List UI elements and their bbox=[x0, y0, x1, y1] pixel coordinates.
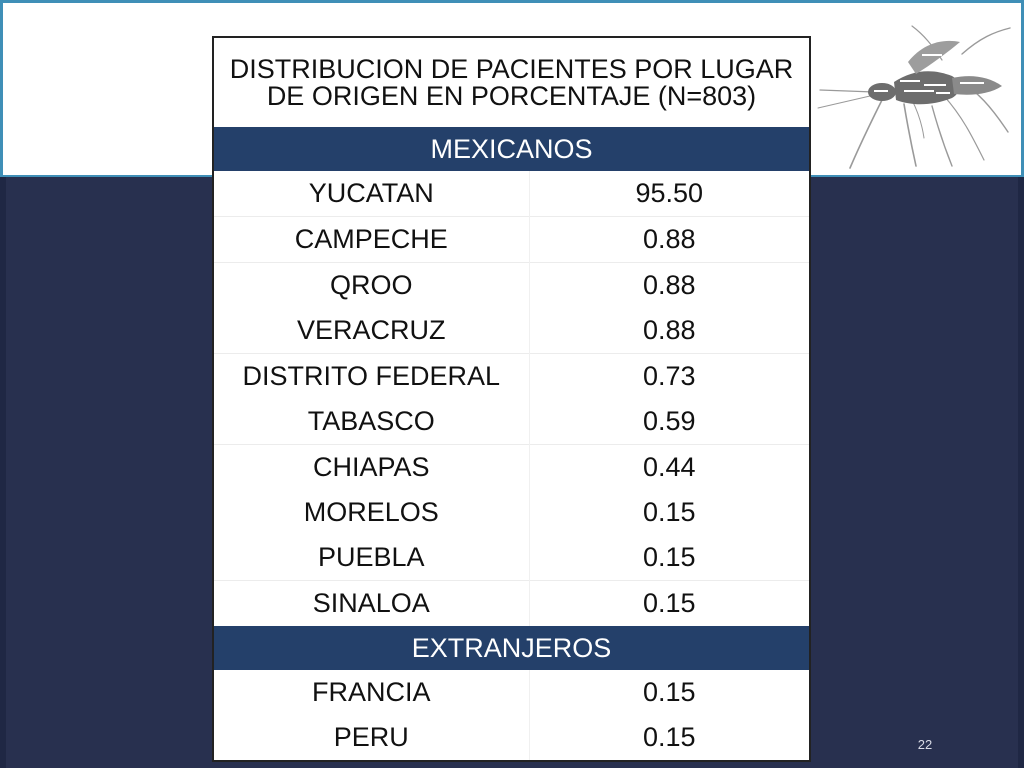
state-cell: PERU bbox=[213, 715, 530, 761]
state-cell: CAMPECHE bbox=[213, 216, 530, 263]
state-cell: VERACRUZ bbox=[213, 308, 530, 354]
table-row: FRANCIA 0.15 bbox=[213, 670, 810, 715]
percentage-cell: 0.88 bbox=[529, 216, 810, 263]
state-cell: CHIAPAS bbox=[213, 444, 530, 490]
percentage-cell: 0.73 bbox=[529, 353, 810, 399]
section-header: EXTRANJEROS bbox=[213, 626, 810, 670]
table-row: SINALOA 0.15 bbox=[213, 580, 810, 626]
table-row: DISTRITO FEDERAL 0.73 bbox=[213, 353, 810, 399]
percentage-cell: 0.88 bbox=[529, 262, 810, 308]
percentage-cell: 0.44 bbox=[529, 444, 810, 490]
section-header-row: EXTRANJEROS bbox=[213, 626, 810, 670]
state-cell: MORELOS bbox=[213, 490, 530, 535]
percentage-cell: 0.15 bbox=[642, 677, 696, 707]
state-cell: PUEBLA bbox=[213, 535, 530, 581]
percentage-cell: 0.15 bbox=[642, 497, 696, 527]
state-cell: FRANCIA bbox=[213, 670, 530, 715]
right-edge-strip bbox=[1018, 177, 1024, 768]
table-row: YUCATAN 95.50 bbox=[213, 171, 810, 217]
state-cell: TABASCO bbox=[213, 399, 530, 445]
percentage-cell: 0.88 bbox=[642, 315, 696, 345]
table-row: PUEBLA 0.15 bbox=[213, 535, 810, 581]
state-cell: QROO bbox=[213, 262, 530, 308]
section-header: MEXICANOS bbox=[213, 127, 810, 171]
table-row: VERACRUZ 0.88 bbox=[213, 308, 810, 354]
table-title: DISTRIBUCION DE PACIENTES POR LUGAR DE OR… bbox=[213, 37, 810, 127]
slide-number: 22 bbox=[917, 737, 933, 752]
state-cell: SINALOA bbox=[213, 580, 530, 626]
percentage-cell: 0.15 bbox=[642, 542, 696, 572]
patient-distribution-table: DISTRIBUCION DE PACIENTES POR LUGAR DE OR… bbox=[212, 36, 811, 762]
percentage-cell: 0.15 bbox=[642, 722, 696, 752]
table-title-line-1: DISTRIBUCION DE PACIENTES POR LUGAR bbox=[229, 53, 794, 84]
percentage-cell: 0.15 bbox=[529, 580, 810, 626]
table-title-row: DISTRIBUCION DE PACIENTES POR LUGAR DE OR… bbox=[213, 37, 810, 127]
table-title-line-2: DE ORIGEN EN PORCENTAJE (N=803) bbox=[266, 80, 757, 111]
table-row: TABASCO 0.59 bbox=[213, 399, 810, 445]
percentage-cell: 95.50 bbox=[635, 178, 704, 208]
table-row: CAMPECHE 0.88 bbox=[213, 216, 810, 263]
table-row: MORELOS 0.15 bbox=[213, 490, 810, 535]
table-row: CHIAPAS 0.44 bbox=[213, 444, 810, 490]
table-row: PERU 0.15 bbox=[213, 715, 810, 761]
table-row: QROO 0.88 bbox=[213, 262, 810, 308]
left-edge-strip bbox=[0, 177, 6, 768]
mosquito-word-cloud-icon bbox=[817, 25, 1011, 169]
section-header-row: MEXICANOS bbox=[213, 127, 810, 171]
state-cell: YUCATAN bbox=[213, 171, 530, 217]
state-cell: DISTRITO FEDERAL bbox=[213, 353, 530, 399]
percentage-cell: 0.59 bbox=[642, 406, 696, 436]
